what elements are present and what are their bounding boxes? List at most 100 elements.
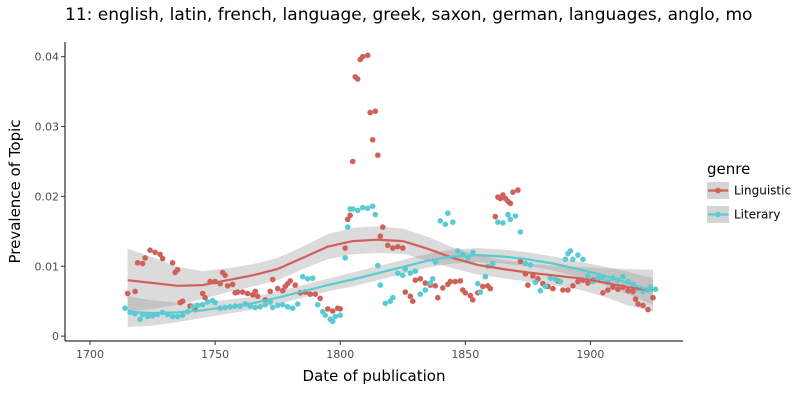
linguistic-point (470, 297, 476, 303)
linguistic-point (487, 285, 494, 292)
linguistic-point (412, 277, 419, 284)
linguistic-point (377, 233, 384, 239)
linguistic-point (229, 281, 236, 288)
linguistic-point (457, 278, 464, 284)
linguistic-point (410, 298, 416, 305)
literary-point (620, 273, 626, 280)
linguistic-point (287, 278, 294, 284)
literary-point (342, 255, 349, 261)
linguistic-point (364, 52, 371, 59)
linguistic-point (422, 280, 429, 286)
axes (64, 42, 683, 342)
literary-point (490, 260, 496, 267)
literary-point (364, 205, 371, 212)
linguistic-point (234, 289, 241, 295)
linguistic-point (400, 245, 406, 251)
literary-point (442, 221, 449, 228)
literary-point (580, 256, 586, 263)
linguistic-point (252, 288, 258, 295)
literary-point (144, 313, 151, 320)
literary-point (470, 249, 476, 256)
literary-point (377, 282, 384, 288)
literary-point (542, 283, 549, 290)
literary-point (495, 219, 501, 225)
linguistic-point (139, 260, 146, 267)
x-tick-label: 1750 (201, 348, 229, 361)
linguistic-point (142, 255, 148, 261)
literary-point (412, 268, 419, 274)
literary-point (585, 273, 591, 279)
literary-point (122, 305, 128, 312)
literary-point (299, 273, 306, 280)
x-tick-label: 1900 (576, 348, 604, 361)
literary-point (557, 278, 564, 285)
literary-point (595, 275, 601, 281)
linguistic-point (134, 260, 141, 266)
literary-point (369, 203, 376, 209)
literary-point (552, 276, 559, 283)
x-axis-ticks: 1700 1750 1800 1850 1900 (76, 341, 604, 361)
linguistic-point (292, 282, 299, 288)
literary-point (522, 260, 529, 267)
linguistic-point (645, 306, 651, 313)
linguistic-point (417, 276, 424, 282)
literary-point (294, 301, 301, 307)
literary-point (477, 289, 484, 295)
literary-point (547, 275, 554, 281)
linguistic-point (152, 249, 158, 256)
literary-point (274, 302, 281, 309)
literary-point (532, 279, 539, 286)
literary-point (517, 229, 524, 235)
linguistic-point (515, 187, 521, 193)
literary-legend-label: Literary (734, 208, 780, 222)
literary-point (652, 286, 659, 293)
literary-point (179, 312, 186, 319)
literary-point (304, 276, 311, 282)
literary-point (349, 206, 356, 212)
literary-point (527, 262, 534, 268)
linguistic-point (585, 280, 591, 286)
linguistic-point (279, 287, 286, 294)
literary-point (332, 313, 339, 320)
linguistic-point (359, 53, 366, 60)
x-tick-label: 1700 (76, 348, 104, 361)
linguistic-point (147, 247, 153, 253)
y-tick-label: 0 (52, 330, 59, 343)
literary-point (194, 302, 201, 309)
linguistic-point (507, 200, 514, 207)
literary-point (149, 313, 156, 319)
literary-point (430, 276, 436, 282)
linguistic-point (467, 292, 474, 299)
literary-point (537, 287, 544, 294)
literary-point (505, 211, 511, 218)
linguistic-point (635, 301, 641, 307)
literary-point (344, 224, 351, 230)
linguistic-point (244, 290, 251, 297)
linguistic-point (159, 255, 166, 262)
linguistic-point (369, 137, 376, 143)
linguistic-point (179, 298, 186, 305)
y-tick-label: 0.03 (35, 121, 60, 134)
linguistic-point (274, 285, 281, 292)
linguistic-point (367, 109, 374, 116)
literary-point (189, 304, 196, 310)
linguistic-point (530, 273, 536, 279)
literary-point (269, 304, 276, 311)
smooth-lines (127, 238, 654, 315)
linguistic-point (402, 289, 409, 295)
literary-point (322, 312, 329, 319)
literary-point (567, 248, 574, 254)
linguistic-point (239, 289, 246, 295)
y-tick-label: 0.01 (35, 260, 60, 273)
linguistic-point (600, 290, 606, 296)
linguistic-point (202, 294, 208, 301)
chart-title: 11: english, latin, french, language, gr… (65, 5, 753, 25)
literary-point (279, 301, 286, 308)
linguistic-point (462, 290, 469, 296)
literary-point (262, 301, 269, 308)
literary-point (507, 216, 514, 223)
linguistic-point (157, 251, 163, 258)
legend: genre Linguistic Literary (707, 160, 791, 223)
literary-point (647, 284, 654, 291)
